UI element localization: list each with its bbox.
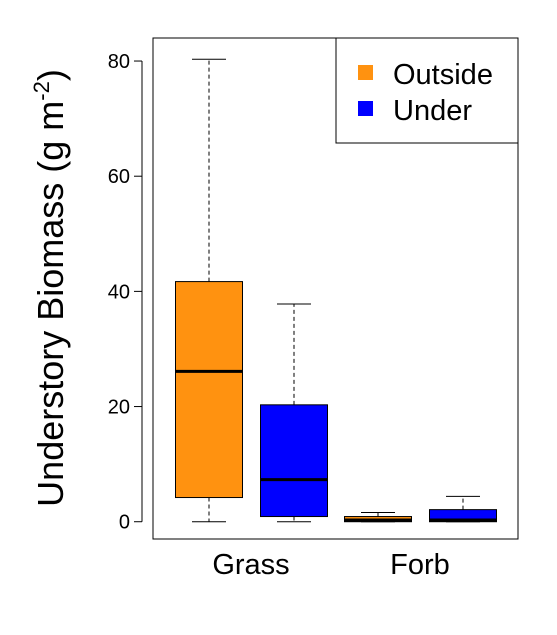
box-outside-forb <box>344 512 412 523</box>
iqr-box-outside-grass <box>175 281 243 499</box>
legend-swatch-under <box>358 101 373 116</box>
y-tick-label-60: 60 <box>108 166 130 188</box>
x-category-labels: Grass Forb <box>212 549 449 581</box>
box-under-forb <box>429 495 497 523</box>
iqr-box-under-grass <box>260 404 328 518</box>
y-tick-label-0: 0 <box>119 512 130 534</box>
y-axis-label: Understory Biomass (g m-2) <box>29 69 71 507</box>
x-category-label-grass: Grass <box>212 549 289 581</box>
x-category-label-forb: Forb <box>390 549 450 581</box>
box-under-grass <box>260 303 328 523</box>
y-tick-label-40: 40 <box>108 281 130 303</box>
y-axis: 0 20 40 60 80 <box>108 51 143 534</box>
legend: Outside Under <box>335 37 519 144</box>
boxes-group <box>175 58 497 523</box>
y-tick-label-80: 80 <box>108 51 130 73</box>
legend-box <box>335 37 519 144</box>
legend-label-outside: Outside <box>393 59 493 91</box>
box-outside-grass <box>175 58 243 523</box>
legend-swatch-outside <box>358 65 373 80</box>
y-tick-label-20: 20 <box>108 397 130 419</box>
legend-label-under: Under <box>393 95 472 127</box>
